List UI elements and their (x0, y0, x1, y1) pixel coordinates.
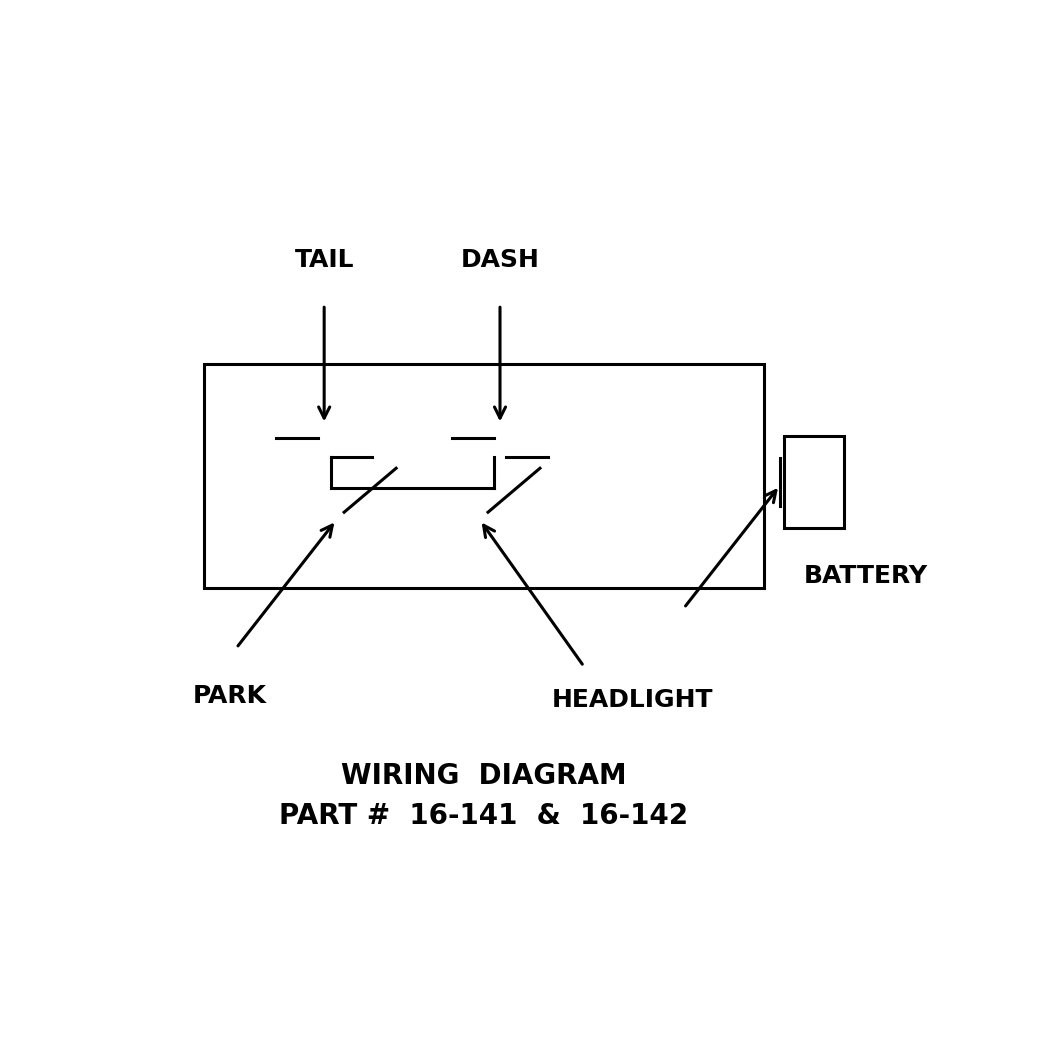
Text: BATTERY: BATTERY (803, 564, 928, 589)
Text: HEADLIGHT: HEADLIGHT (552, 688, 713, 712)
Text: PART #  16-141  &  16-142: PART # 16-141 & 16-142 (279, 802, 688, 830)
Bar (204, 364, 764, 589)
Text: TAIL: TAIL (295, 248, 354, 272)
Bar (784, 436, 844, 528)
Text: WIRING  DIAGRAM: WIRING DIAGRAM (342, 762, 627, 790)
Text: DASH: DASH (461, 248, 540, 272)
Text: PARK: PARK (192, 684, 267, 708)
